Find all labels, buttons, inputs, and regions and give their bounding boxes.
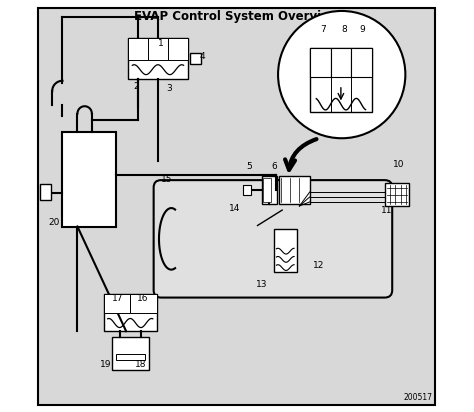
Text: 19: 19 xyxy=(100,360,111,369)
Text: 15: 15 xyxy=(162,175,173,184)
FancyBboxPatch shape xyxy=(128,37,148,60)
FancyBboxPatch shape xyxy=(168,37,188,60)
FancyBboxPatch shape xyxy=(128,37,188,79)
Text: 200517: 200517 xyxy=(403,393,432,402)
FancyBboxPatch shape xyxy=(331,48,351,77)
Text: 4: 4 xyxy=(199,52,205,61)
Text: 10: 10 xyxy=(393,160,405,169)
FancyBboxPatch shape xyxy=(154,180,392,297)
FancyBboxPatch shape xyxy=(116,354,145,360)
Text: 13: 13 xyxy=(256,279,267,288)
FancyBboxPatch shape xyxy=(112,337,149,370)
FancyBboxPatch shape xyxy=(310,48,372,112)
Text: 5: 5 xyxy=(246,162,252,171)
Circle shape xyxy=(278,11,405,138)
Text: 7: 7 xyxy=(320,25,326,34)
Text: 1: 1 xyxy=(158,39,164,48)
Text: 8: 8 xyxy=(341,25,346,34)
Text: 14: 14 xyxy=(229,204,241,213)
FancyBboxPatch shape xyxy=(190,53,201,64)
FancyBboxPatch shape xyxy=(243,185,251,195)
FancyBboxPatch shape xyxy=(274,229,297,272)
FancyBboxPatch shape xyxy=(38,8,435,405)
Text: 16: 16 xyxy=(137,294,148,303)
FancyBboxPatch shape xyxy=(262,176,277,204)
Text: 12: 12 xyxy=(313,261,325,270)
FancyBboxPatch shape xyxy=(130,294,157,313)
Text: 2: 2 xyxy=(134,82,139,91)
FancyBboxPatch shape xyxy=(351,48,372,77)
FancyBboxPatch shape xyxy=(279,176,310,204)
Text: 17: 17 xyxy=(112,294,124,303)
FancyBboxPatch shape xyxy=(263,178,271,202)
FancyBboxPatch shape xyxy=(148,37,168,60)
Text: 6: 6 xyxy=(271,162,277,171)
Text: 18: 18 xyxy=(135,360,146,369)
Text: 11: 11 xyxy=(381,206,392,215)
FancyBboxPatch shape xyxy=(40,184,51,200)
Text: 20: 20 xyxy=(49,218,60,227)
FancyBboxPatch shape xyxy=(385,183,410,206)
Text: 9: 9 xyxy=(359,25,365,34)
FancyBboxPatch shape xyxy=(63,132,116,227)
FancyBboxPatch shape xyxy=(103,294,130,313)
Text: EVAP Control System Overview: EVAP Control System Overview xyxy=(134,10,340,23)
FancyBboxPatch shape xyxy=(310,48,331,77)
FancyBboxPatch shape xyxy=(103,294,157,331)
Text: 3: 3 xyxy=(166,84,172,94)
